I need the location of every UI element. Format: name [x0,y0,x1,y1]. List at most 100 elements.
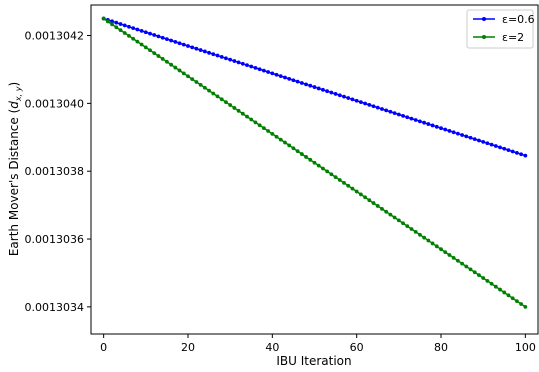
series-1-point [485,141,490,146]
series-2-point [173,65,178,70]
legend: ε=0.6 ε=2 [466,9,535,49]
series-2-point [430,241,435,246]
series-2-point [270,131,275,136]
series-2-point [502,290,507,295]
series-2-point [477,273,481,278]
series-2-point [464,264,469,269]
series-1-point [169,38,174,43]
series-2-point [245,114,249,119]
series-1-point [481,139,486,144]
series-1-point [460,133,464,137]
series-2-point [253,120,258,125]
series-1-point [350,97,355,102]
series-2-point [346,183,351,188]
series-1-point [472,137,477,142]
series-1-point [422,120,427,125]
series-2-point [127,33,131,38]
series-2-point [510,296,515,301]
x-tick-label: 60 [350,341,364,354]
series-2-point [186,74,190,79]
series-1-point [451,130,456,135]
series-1-point [207,50,211,55]
y-axis-title-main: Earth Mover's Distance ( [7,109,21,256]
series-1-point [375,105,380,110]
legend-swatch-marker-2 [482,35,486,39]
series-1-point [371,104,376,109]
series-2-point [287,143,292,148]
series-1-point [468,135,473,140]
series-1-point [316,86,321,91]
series-2-point [443,250,448,254]
series-1-point [110,19,114,24]
y-tick-label: 0.0013034 [25,301,85,314]
series-1-point [510,149,515,154]
series-2-point [228,103,233,107]
y-tick-label: 0.0013042 [25,30,85,43]
series-1-point [181,42,186,47]
series-1-point [118,22,123,26]
series-1-point [127,24,131,29]
series-1-point [283,75,287,80]
series-1-point [430,123,435,128]
series-1-point [249,64,254,69]
series-1-point [152,33,157,37]
series-1-point [257,67,262,72]
series-2-point [236,108,241,113]
series-2-point [434,244,439,249]
series-2-point [392,215,397,220]
series-2-point [358,192,363,197]
series-2-point [215,94,220,99]
series-1-point [270,71,275,76]
x-tick-label: 40 [265,341,279,354]
series-2-point [240,111,245,116]
series-1-point [262,68,266,73]
series-2-point [152,51,157,56]
series-1-point [426,122,431,126]
series-2-point [122,31,127,35]
series-1-point [240,61,245,66]
series-2-point [468,267,473,272]
series-2-point [375,204,380,208]
series-1-point [401,113,405,118]
series-2-point [299,152,304,156]
series-1-point [342,94,346,99]
series-2-point [405,224,410,229]
series-1-point [143,30,148,35]
x-tick-label: 20 [181,341,195,354]
series-1-point [295,79,300,84]
series-1-point [156,34,161,39]
series-2-point [363,195,367,200]
x-axis-title: IBU Iteration [276,354,351,368]
series-1-point [148,31,152,36]
series-2-point [160,57,165,61]
series-1-point [190,45,195,50]
series-1-point [228,57,233,62]
series-1-point [215,53,220,58]
series-2-point [485,279,490,283]
series-2-point [321,166,325,171]
series-2-point [455,258,460,263]
series-2-point [274,134,279,139]
series-1-point [114,20,119,25]
series-2-point [139,42,144,47]
y-axis-title-symbol: d [7,101,21,109]
series-2-point [143,45,148,50]
series-2-point [169,62,174,67]
series-1-point [392,111,397,116]
series-2-point [283,140,287,145]
series-1-point [506,148,511,153]
series-layer [101,16,528,309]
series-2-point [278,137,283,142]
series-2-point [418,232,422,237]
series-2-point [177,68,182,73]
series-1-point [455,131,460,136]
y-tick-label: 0.0013038 [25,165,85,178]
series-2-point [131,36,136,41]
series-1-point [325,89,330,94]
series-2-point [447,253,452,257]
y-tick-label: 0.0013036 [25,233,85,246]
series-1-point [173,39,178,44]
series-2-point [308,157,313,162]
series-1-point [380,107,384,111]
series-2-point [105,19,110,24]
